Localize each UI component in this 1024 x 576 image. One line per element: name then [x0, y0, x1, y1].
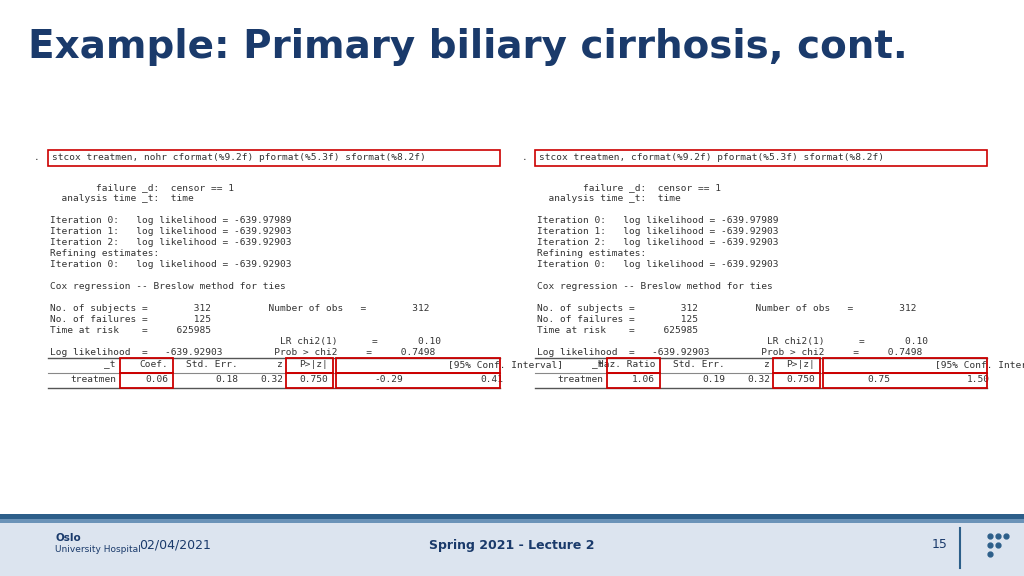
Bar	[336, 358, 500, 373]
Bar	[535, 150, 987, 166]
Text: 0.06: 0.06	[145, 375, 168, 384]
Text: 1.06: 1.06	[632, 375, 655, 384]
Text: Spring 2021 - Lecture 2: Spring 2021 - Lecture 2	[429, 539, 595, 551]
Text: Iteration 0:   log likelihood = -639.97989: Iteration 0: log likelihood = -639.97989	[50, 216, 292, 225]
Bar	[286, 358, 333, 373]
Text: failure _d:  censor == 1: failure _d: censor == 1	[50, 183, 234, 192]
Text: 0.750: 0.750	[786, 375, 815, 384]
Text: 0.75: 0.75	[867, 375, 890, 384]
Bar	[120, 358, 173, 373]
Text: Cox regression -- Breslow method for ties: Cox regression -- Breslow method for tie…	[537, 282, 773, 291]
Text: Iteration 2:   log likelihood = -639.92903: Iteration 2: log likelihood = -639.92903	[537, 238, 778, 247]
Bar	[48, 150, 500, 166]
Text: Haz. Ratio: Haz. Ratio	[597, 360, 655, 369]
Text: Std. Err.: Std. Err.	[186, 360, 238, 369]
Text: Refining estimates:: Refining estimates:	[50, 249, 160, 258]
Text: Iteration 0:   log likelihood = -639.92903: Iteration 0: log likelihood = -639.92903	[50, 260, 292, 269]
Text: .: .	[34, 153, 40, 162]
Text: _t: _t	[592, 360, 603, 369]
Text: Oslo: Oslo	[55, 533, 81, 543]
Text: 0.750: 0.750	[299, 375, 328, 384]
Text: [95% Conf. Interval]: [95% Conf. Interval]	[935, 360, 1024, 369]
Text: 02/04/2021: 02/04/2021	[139, 539, 211, 551]
Text: Std. Err.: Std. Err.	[673, 360, 725, 369]
Text: [95% Conf. Interval]: [95% Conf. Interval]	[449, 360, 563, 369]
Bar	[0, 519, 1024, 523]
Text: University Hospital: University Hospital	[55, 545, 140, 555]
Text: P>|z|: P>|z|	[786, 360, 815, 369]
Text: .: .	[521, 153, 527, 162]
Text: failure _d:  censor == 1: failure _d: censor == 1	[537, 183, 721, 192]
Text: 1.50: 1.50	[967, 375, 990, 384]
Bar	[535, 358, 987, 388]
Text: No. of failures =        125: No. of failures = 125	[537, 315, 698, 324]
Bar	[607, 358, 660, 373]
Text: No. of subjects =        312          Number of obs   =        312: No. of subjects = 312 Number of obs = 31…	[537, 304, 916, 313]
Bar	[607, 373, 660, 388]
Text: 0.32: 0.32	[260, 375, 283, 384]
Text: 15: 15	[932, 539, 948, 551]
Text: 0.32: 0.32	[746, 375, 770, 384]
Text: Cox regression -- Breslow method for ties: Cox regression -- Breslow method for tie…	[50, 282, 286, 291]
Text: -0.29: -0.29	[374, 375, 403, 384]
Bar	[823, 358, 987, 373]
Text: Iteration 0:   log likelihood = -639.92903: Iteration 0: log likelihood = -639.92903	[537, 260, 778, 269]
Text: treatmen: treatmen	[70, 375, 116, 384]
Text: Refining estimates:: Refining estimates:	[537, 249, 646, 258]
Text: stcox treatmen, nohr cformat(%9.2f) pformat(%5.3f) sformat(%8.2f): stcox treatmen, nohr cformat(%9.2f) pfor…	[52, 153, 426, 162]
Text: 0.18: 0.18	[215, 375, 238, 384]
Text: No. of subjects =        312          Number of obs   =        312: No. of subjects = 312 Number of obs = 31…	[50, 304, 429, 313]
Text: No. of failures =        125: No. of failures = 125	[50, 315, 211, 324]
Text: Log likelihood  =   -639.92903         Prob > chi2     =     0.7498: Log likelihood = -639.92903 Prob > chi2 …	[537, 348, 923, 357]
Text: 0.19: 0.19	[702, 375, 725, 384]
Text: P>|z|: P>|z|	[299, 360, 328, 369]
Text: Iteration 0:   log likelihood = -639.97989: Iteration 0: log likelihood = -639.97989	[537, 216, 778, 225]
Text: treatmen: treatmen	[557, 375, 603, 384]
Text: 0.41: 0.41	[480, 375, 503, 384]
Bar	[823, 373, 987, 388]
Text: Coef.: Coef.	[139, 360, 168, 369]
Bar	[336, 373, 500, 388]
Text: z: z	[764, 360, 770, 369]
Text: analysis time _t:  time: analysis time _t: time	[50, 194, 194, 203]
Bar	[48, 358, 500, 388]
Text: Time at risk    =     625985: Time at risk = 625985	[50, 326, 211, 335]
Text: Example: Primary biliary cirrhosis, cont.: Example: Primary biliary cirrhosis, cont…	[28, 28, 907, 66]
Text: Time at risk    =     625985: Time at risk = 625985	[537, 326, 698, 335]
Bar	[0, 514, 1024, 519]
Text: stcox treatmen, cformat(%9.2f) pformat(%5.3f) sformat(%8.2f): stcox treatmen, cformat(%9.2f) pformat(%…	[539, 153, 884, 162]
Text: Iteration 2:   log likelihood = -639.92903: Iteration 2: log likelihood = -639.92903	[50, 238, 292, 247]
Bar	[773, 373, 820, 388]
Text: analysis time _t:  time: analysis time _t: time	[537, 194, 681, 203]
Bar	[286, 373, 333, 388]
Text: _t: _t	[104, 360, 116, 369]
Text: Iteration 1:   log likelihood = -639.92903: Iteration 1: log likelihood = -639.92903	[50, 227, 292, 236]
Text: LR chi2(1)      =       0.10: LR chi2(1) = 0.10	[537, 337, 928, 346]
Bar	[120, 373, 173, 388]
Text: z: z	[278, 360, 283, 369]
Bar	[0, 514, 1024, 576]
Bar	[773, 358, 820, 373]
Text: LR chi2(1)      =       0.10: LR chi2(1) = 0.10	[50, 337, 441, 346]
Text: Log likelihood  =   -639.92903         Prob > chi2     =     0.7498: Log likelihood = -639.92903 Prob > chi2 …	[50, 348, 435, 357]
Text: Iteration 1:   log likelihood = -639.92903: Iteration 1: log likelihood = -639.92903	[537, 227, 778, 236]
